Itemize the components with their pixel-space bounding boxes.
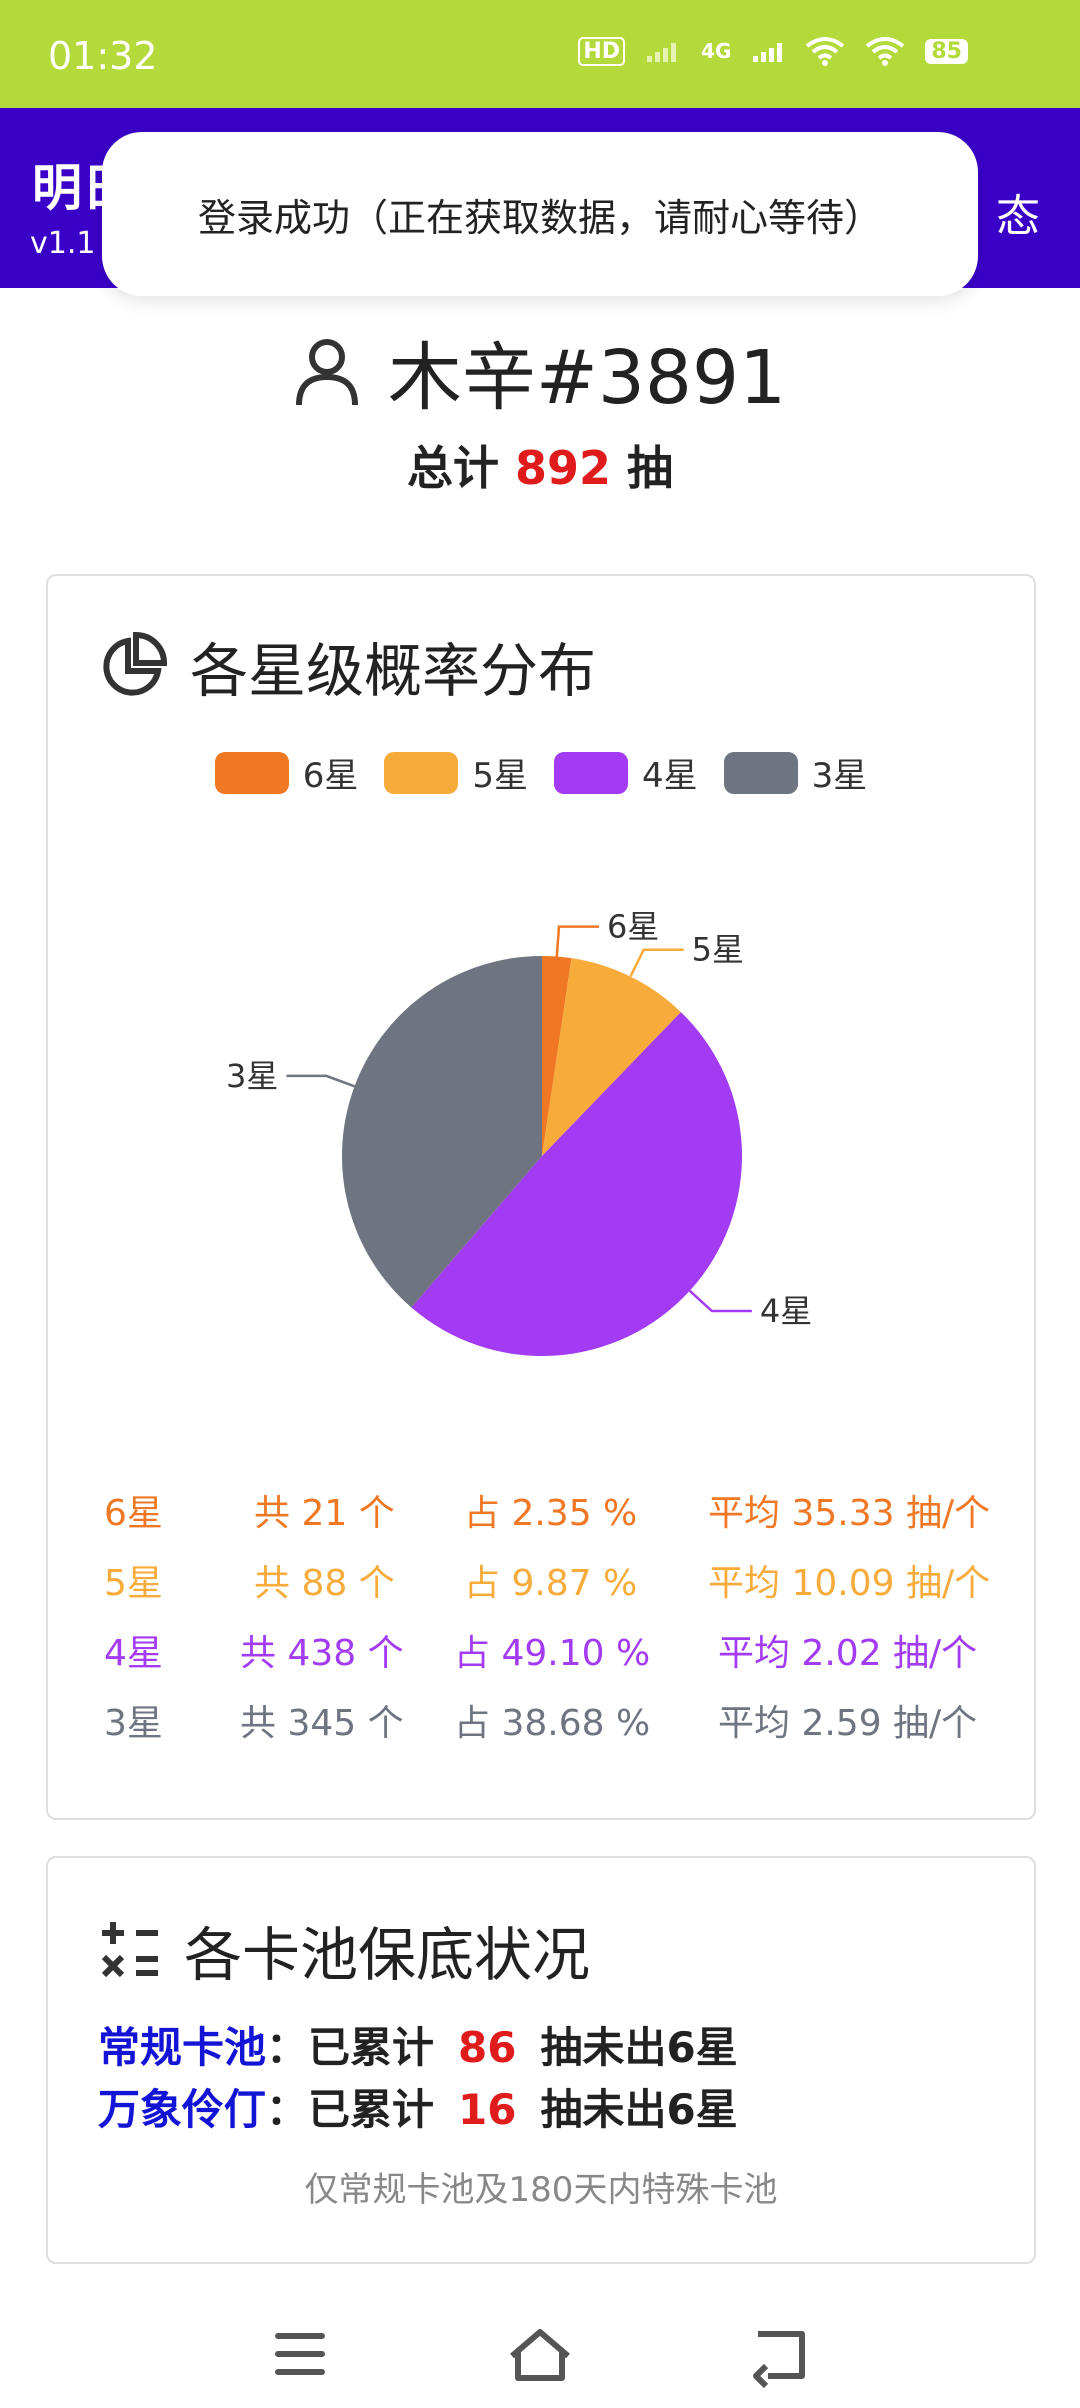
status-bar: 01:32 HD 4G 85 — [0, 0, 1080, 108]
stat-percent: 占 38.68 % — [454, 1703, 651, 1744]
hd-icon: HD — [578, 36, 626, 66]
status-icons: HD 4G 85 — [578, 36, 968, 66]
pity-accum: 已累计 — [308, 2085, 435, 2134]
stat-average: 平均 10.09 抽/个 — [708, 1563, 991, 1604]
probability-card-header: 各星级概率分布 — [98, 624, 596, 708]
stat-row-5: 5星 共 88 个 占 9.87 % 平均 10.09 抽/个 — [104, 1554, 1004, 1624]
pity-count: 86 — [458, 2023, 517, 2072]
stat-row-3: 3星 共 345 个 占 38.68 % 平均 2.59 抽/个 — [104, 1694, 1004, 1764]
stat-star: 6星 — [104, 1493, 163, 1534]
legend-swatch — [384, 751, 459, 794]
pie-label-0: 6星 — [607, 908, 659, 946]
stat-percent: 占 2.35 % — [464, 1493, 638, 1534]
toast-message: 登录成功（正在获取数据，请耐心等待） — [102, 132, 978, 296]
pity-pool-name: 常规卡池 — [98, 2023, 267, 2072]
pity-count: 16 — [458, 2085, 517, 2134]
app-version: v1.1 — [30, 226, 96, 261]
pie-leader-line-2 — [688, 1289, 752, 1313]
battery-icon: 85 — [925, 38, 968, 64]
menu-icon[interactable] — [260, 2320, 340, 2390]
stat-row-6: 6星 共 21 个 占 2.35 % 平均 35.33 抽/个 — [104, 1484, 1004, 1554]
legend-label: 3星 — [811, 756, 868, 796]
stat-count: 共 21 个 — [254, 1493, 395, 1534]
stat-count: 共 88 个 — [254, 1563, 395, 1604]
pity-row-special: 万象伶仃：已累计 16 抽未出6星 — [98, 2076, 738, 2137]
user-header: 木辛#3891 — [0, 318, 1080, 425]
legend-swatch — [723, 751, 798, 794]
total-pulls: 总计 892 抽 — [0, 432, 1080, 498]
wifi-icon-2 — [866, 37, 905, 66]
pity-card-title: 各卡池保底状况 — [184, 1921, 591, 1989]
total-count: 892 — [514, 441, 612, 495]
legend-item-3[interactable]: 3星 — [723, 748, 868, 797]
wifi-icon — [806, 37, 845, 66]
pity-note: 仅常规卡池及180天内特殊卡池 — [304, 2170, 778, 2210]
signal-icon-2 — [753, 43, 783, 62]
pie-slice-3[interactable] — [342, 956, 542, 1308]
star-stats: 6星 共 21 个 占 2.35 % 平均 35.33 抽/个 5星 共 88 … — [104, 1484, 1004, 1764]
legend-label: 5星 — [472, 756, 528, 796]
legend-item-4[interactable]: 4星 — [554, 748, 698, 797]
total-prefix: 总计 — [406, 441, 499, 495]
stat-percent: 占 49.10 % — [454, 1633, 651, 1674]
legend-label: 6星 — [302, 756, 359, 796]
stat-star: 4星 — [104, 1633, 163, 1674]
pie-leader-line-1 — [629, 948, 684, 978]
stat-average: 平均 35.33 抽/个 — [708, 1493, 991, 1534]
pie-label-1: 5星 — [692, 931, 744, 969]
stat-count: 共 438 个 — [240, 1633, 404, 1674]
legend-label: 4星 — [642, 756, 698, 796]
calculator-icon — [101, 1922, 158, 1978]
probability-card: 各星级概率分布 6星 5星 4星 3星 6星 5星 4星 3星 6星 共 21 个 占… — [46, 574, 1036, 1820]
legend-swatch — [214, 751, 289, 794]
pity-tail: 抽未出6星 — [540, 2023, 738, 2072]
probability-card-title: 各星级概率分布 — [190, 637, 597, 705]
legend-item-6[interactable]: 6星 — [214, 748, 359, 797]
pie-label-3: 3星 — [226, 1057, 278, 1095]
pity-colon: ： — [266, 2085, 309, 2134]
signal-icon — [647, 43, 677, 62]
stat-star: 3星 — [104, 1703, 163, 1744]
chart-legend: 6星 5星 4星 3星 — [48, 748, 1034, 797]
pity-row-standard: 常规卡池：已累计 86 抽未出6星 — [98, 2014, 738, 2075]
stat-average: 平均 2.02 抽/个 — [718, 1633, 978, 1674]
stat-average: 平均 2.59 抽/个 — [718, 1703, 978, 1744]
pity-card-header: 各卡池保底状况 — [98, 1908, 590, 1992]
pity-colon: ： — [266, 2023, 309, 2072]
pie-leader-line-0 — [555, 925, 599, 957]
stat-count: 共 345 个 — [240, 1703, 404, 1744]
back-icon[interactable] — [740, 2320, 820, 2390]
pie-leader-line-3 — [286, 1074, 355, 1088]
pity-tail: 抽未出6星 — [540, 2085, 738, 2134]
pie-slice-1[interactable] — [542, 958, 681, 1156]
pity-card: 各卡池保底状况 常规卡池：已累计 86 抽未出6星 万象伶仃：已累计 16 抽未出6星 … — [46, 1856, 1036, 2264]
toast-text: 登录成功（正在获取数据，请耐心等待） — [197, 195, 882, 240]
status-time: 01:32 — [48, 34, 158, 78]
stat-row-4: 4星 共 438 个 占 49.10 % 平均 2.02 抽/个 — [104, 1624, 1004, 1694]
network-type: 4G — [701, 39, 732, 63]
person-icon — [295, 338, 358, 405]
pie-label-2: 4星 — [760, 1292, 812, 1330]
system-nav-bar — [0, 2300, 1080, 2408]
stat-percent: 占 9.87 % — [464, 1563, 638, 1604]
user-name: 木辛#3891 — [387, 335, 787, 421]
pie-slice-2[interactable] — [411, 1012, 743, 1357]
home-icon[interactable] — [500, 2320, 580, 2390]
legend-item-5[interactable]: 5星 — [384, 748, 528, 797]
pity-accum: 已累计 — [308, 2023, 435, 2072]
pie-chart: 6星 5星 4星 3星 — [226, 908, 812, 1357]
pity-pool-name: 万象伶仃 — [98, 2085, 267, 2134]
pie-slice-0[interactable] — [542, 956, 572, 1156]
app-bar-right-text[interactable]: 态 — [996, 191, 1040, 242]
legend-swatch — [554, 751, 628, 794]
stat-star: 5星 — [104, 1563, 163, 1604]
total-suffix: 抽 — [627, 441, 674, 495]
pie-chart-icon — [103, 631, 168, 696]
